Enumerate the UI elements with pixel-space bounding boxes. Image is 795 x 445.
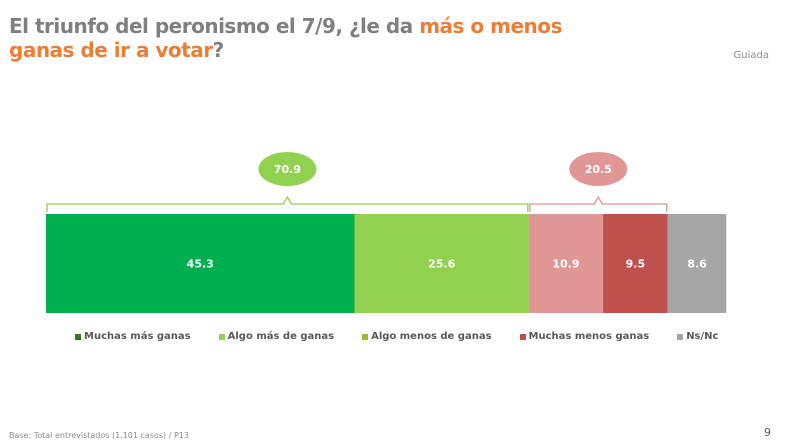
group-bracket (46, 195, 529, 212)
subtitle: Guiada (733, 50, 769, 61)
legend-swatch (362, 333, 369, 340)
group-total-bubble (258, 152, 317, 186)
legend-label: Algo más de ganas (227, 331, 335, 342)
title-highlight: más o menos (419, 14, 562, 38)
bar-value-label: 10.9 (552, 258, 579, 271)
legend-swatch (677, 333, 684, 340)
legend-label: Muchas menos ganas (528, 331, 650, 342)
group-total-label: 20.5 (585, 163, 612, 176)
title-end: ? (212, 38, 225, 62)
footer-note: Base: Total entrevistados (1.101 casos) … (9, 431, 189, 440)
page-number: 9 (764, 426, 771, 439)
title-text: El triunfo del peronismo el 7/9, ¿le da (9, 14, 420, 38)
legend-swatch (519, 333, 526, 340)
legend-label: Ns/Nc (686, 331, 719, 342)
slide-title: El triunfo del peronismo el 7/9, ¿le da … (9, 14, 562, 62)
legend-item: Muchas más ganas (75, 331, 191, 342)
bar-segment (354, 214, 529, 313)
bar-value-label: 25.6 (428, 258, 455, 271)
group-total-bubble (569, 152, 628, 186)
legend-item: Algo más de ganas (218, 331, 335, 342)
bar-segment (603, 214, 668, 313)
legend-label: Muchas más ganas (84, 331, 191, 342)
bar-value-label: 8.6 (687, 258, 707, 271)
bar-segment (46, 214, 355, 313)
legend-swatch (75, 333, 81, 340)
bar-segment (528, 214, 604, 313)
group-bracket (529, 195, 668, 212)
bar-value-label: 45.3 (187, 258, 214, 271)
bar-segment (667, 214, 727, 313)
legend: Muchas más ganas Algo más de ganas Algo me… (75, 331, 718, 342)
legend-item: Ns/Nc (677, 331, 718, 342)
legend-label: Algo menos de ganas (371, 331, 492, 342)
legend-swatch (218, 333, 225, 340)
legend-item: Muchas menos ganas (519, 331, 650, 342)
group-total-label: 70.9 (274, 163, 301, 176)
legend-item: Algo menos de ganas (362, 331, 492, 342)
title-highlight-2: ganas de ir a votar (9, 38, 213, 62)
bar-value-label: 9.5 (626, 258, 646, 271)
